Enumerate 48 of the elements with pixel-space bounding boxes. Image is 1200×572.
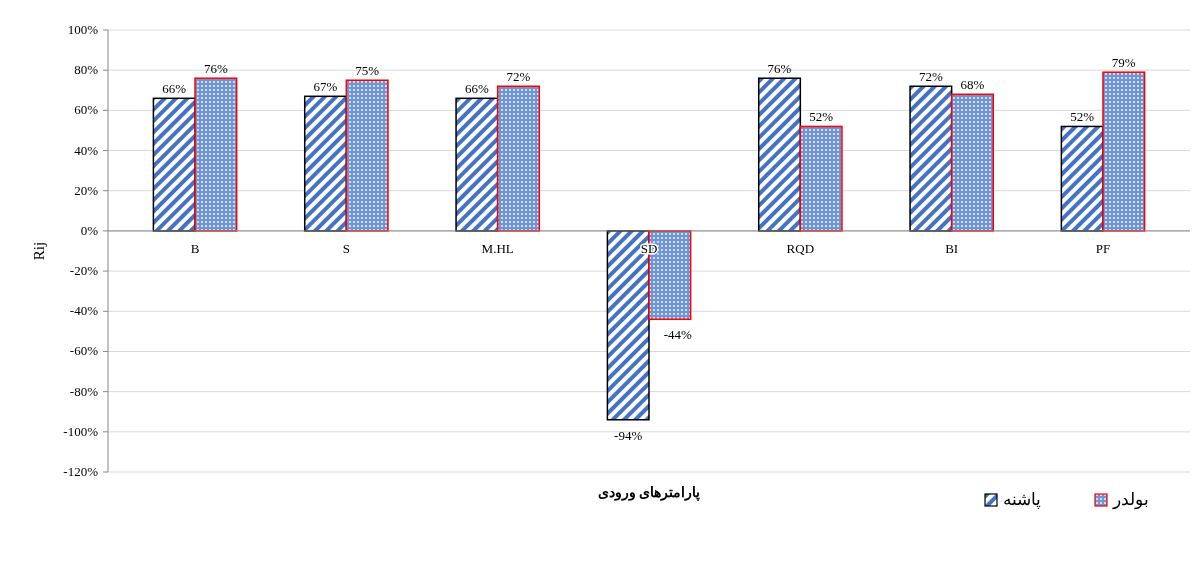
bar: [345, 79, 389, 232]
bar: [496, 85, 541, 232]
data-label: 67%: [313, 79, 338, 95]
y-axis-title: Rij: [31, 241, 47, 261]
data-label: -44%: [663, 327, 693, 343]
bar: [757, 77, 802, 232]
data-label: 79%: [1111, 55, 1136, 71]
bar: [455, 97, 499, 232]
y-tick-label: 0%: [80, 222, 99, 238]
bar: [1060, 125, 1104, 232]
data-label: 68%: [960, 77, 985, 93]
bar: [909, 85, 953, 232]
data-label: 76%: [767, 61, 792, 77]
data-label: 72%: [918, 69, 943, 85]
bar: [950, 93, 995, 232]
bar: [152, 97, 196, 232]
y-tick-label: 100%: [67, 22, 99, 37]
data-label: 76%: [203, 61, 228, 77]
data-label: 52%: [809, 109, 834, 125]
legend-label: پاشنه: [1003, 490, 1041, 510]
bar: [799, 125, 843, 232]
y-tick-label: -100%: [63, 423, 99, 439]
x-tick-label: BI: [945, 240, 959, 256]
x-tick-label: B: [190, 240, 200, 256]
y-tick-label: -120%: [63, 464, 99, 479]
data-label: 75%: [355, 63, 380, 79]
x-tick-label: PF: [1095, 240, 1111, 256]
data-label: -94%: [614, 427, 643, 443]
data-label: 72%: [506, 69, 531, 85]
x-axis-title: پارامترهای ورودی: [597, 485, 701, 501]
y-tick-label: 20%: [74, 182, 99, 198]
bar: [1102, 71, 1146, 232]
data-label: 52%: [1070, 109, 1095, 125]
y-tick-label: -60%: [69, 343, 99, 359]
y-tick-label: 80%: [74, 62, 99, 78]
x-tick-label: RQD: [786, 240, 815, 256]
y-tick-label: 60%: [74, 102, 99, 118]
x-tick-label: S: [342, 240, 350, 256]
y-tick-label: -40%: [69, 303, 99, 319]
x-tick-label: M.HL: [481, 240, 514, 256]
y-tick-label: 40%: [74, 142, 99, 158]
y-tick-label: -80%: [69, 383, 99, 399]
y-tick-label: -20%: [69, 263, 99, 279]
bar: [194, 77, 238, 232]
bar: [303, 95, 348, 232]
legend-label: بولدر: [1112, 490, 1149, 510]
data-label: 66%: [464, 81, 489, 97]
data-label: 66%: [162, 81, 187, 97]
